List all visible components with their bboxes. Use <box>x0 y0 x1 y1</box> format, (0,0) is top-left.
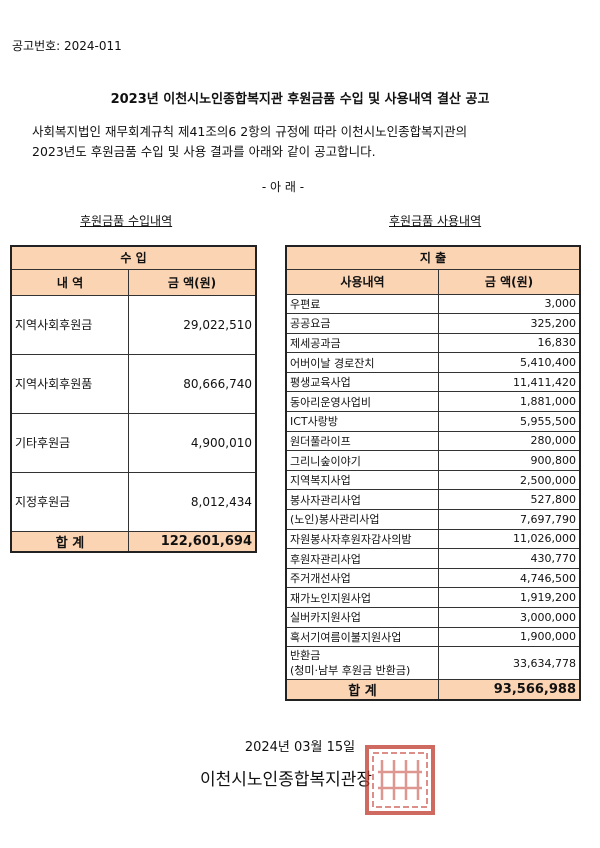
item-cell: ICT사랑방 <box>285 411 439 432</box>
amount-cell: 80,666,740 <box>128 353 257 414</box>
signatory: 이천시노인종합복지관장 <box>200 770 373 790</box>
table-row: 반환금 (청미·남부 후원금 반환금) 33,634,778 <box>285 646 581 681</box>
amount-cell: 1,900,000 <box>438 626 581 648</box>
amount-cell: 1,919,200 <box>438 587 581 608</box>
expense-col-amount: 금 액(원) <box>438 268 581 295</box>
table-row: 자원봉사자후원자감사의밤 11,026,000 <box>285 528 581 550</box>
amount-cell: 4,746,500 <box>438 567 581 589</box>
intro-line-1: 사회복지법인 재무회계규칙 제41조의6 2항의 규정에 따라 이천시노인종합복… <box>32 124 468 139</box>
total-label: 합 계 <box>285 679 439 701</box>
income-caption: 후원금품 수입내역 <box>80 214 173 228</box>
income-col-item: 내 역 <box>10 268 129 296</box>
amount-cell: 1,881,000 <box>438 391 581 413</box>
amount-cell: 280,000 <box>438 430 581 452</box>
item-cell: 봉사자관리사업 <box>285 489 439 511</box>
total-row: 합 계 122,601,694 <box>10 530 257 552</box>
table-row: 우편료 3,000 <box>285 293 581 315</box>
table-row: 공공요금 325,200 <box>285 313 581 334</box>
item-cell: 지역사회후원품 <box>10 353 129 414</box>
amount-cell: 7,697,790 <box>438 509 581 530</box>
item-cell: 후원자관리사업 <box>285 548 439 569</box>
income-header: 수 입 <box>10 245 257 270</box>
amount-cell: 900,800 <box>438 450 581 471</box>
expense-col-item: 사용내역 <box>285 268 439 295</box>
refund-item-line2: (청미·남부 후원금 반환금) <box>290 664 411 678</box>
item-cell: 원더풀라이프 <box>285 430 439 452</box>
item-cell: 공공요금 <box>285 313 439 334</box>
refund-item-line1: 반환금 <box>290 649 321 663</box>
table-row: 지역사회후원금 29,022,510 <box>10 294 257 355</box>
official-seal-icon <box>365 745 435 815</box>
amount-cell: 325,200 <box>438 313 581 334</box>
total-row: 합 계 93,566,988 <box>285 679 581 701</box>
document-title: 2023년 이천시노인종합복지관 후원금품 수입 및 사용내역 결산 공고 <box>110 92 490 107</box>
amount-cell: 11,026,000 <box>438 528 581 550</box>
table-row: 그리니숲이야기 900,800 <box>285 450 581 471</box>
amount-cell: 4,900,010 <box>128 412 257 473</box>
table-row: 혹서기여름이불지원사업 1,900,000 <box>285 626 581 648</box>
item-cell: 반환금 (청미·남부 후원금 반환금) <box>285 646 439 681</box>
amount-cell: 2,500,000 <box>438 469 581 491</box>
notice-number: 공고번호: 2024-011 <box>12 39 122 53</box>
item-cell: 자원봉사자후원자감사의밤 <box>285 528 439 550</box>
item-cell: 동아리운영사업비 <box>285 391 439 413</box>
table-row: 동아리운영사업비 1,881,000 <box>285 391 581 413</box>
table-row: 어버이날 경로잔치 5,410,400 <box>285 352 581 373</box>
table-row: 재가노인지원사업 1,919,200 <box>285 587 581 608</box>
item-cell: 지역사회후원금 <box>10 294 129 355</box>
amount-cell: 527,800 <box>438 489 581 511</box>
item-cell: 혹서기여름이불지원사업 <box>285 626 439 648</box>
table-row: 지역사회후원품 80,666,740 <box>10 353 257 414</box>
expense-caption: 후원금품 사용내역 <box>389 214 482 228</box>
item-cell: 우편료 <box>285 293 439 315</box>
amount-cell: 3,000,000 <box>438 607 581 628</box>
table-row: 봉사자관리사업 527,800 <box>285 489 581 511</box>
amount-cell: 3,000 <box>438 293 581 315</box>
amount-cell: 8,012,434 <box>128 471 257 532</box>
table-row: 평생교육사업 11,411,420 <box>285 371 581 393</box>
expense-table: 지 출 사용내역 금 액(원) 우편료 3,000 공공요금 325,200 제세공과금 1… <box>285 245 581 702</box>
item-cell: (노인)봉사관리사업 <box>285 509 439 530</box>
item-cell: 평생교육사업 <box>285 371 439 393</box>
item-cell: 기타후원금 <box>10 412 129 473</box>
amount-cell: 29,022,510 <box>128 294 257 355</box>
income-col-amount: 금 액(원) <box>128 268 257 296</box>
table-row: 주거개선사업 4,746,500 <box>285 567 581 589</box>
table-row: ICT사랑방 5,955,500 <box>285 411 581 432</box>
below-label: - 아 래 - <box>261 180 305 194</box>
item-cell: 주거개선사업 <box>285 567 439 589</box>
table-row: 제세공과금 16,830 <box>285 332 581 354</box>
table-row: 기타후원금 4,900,010 <box>10 412 257 473</box>
intro-line-2: 2023년도 후원금품 수입 및 사용 결과를 아래와 같이 공고합니다. <box>32 144 376 159</box>
amount-cell: 5,410,400 <box>438 352 581 373</box>
item-cell: 그리니숲이야기 <box>285 450 439 471</box>
total-amount: 93,566,988 <box>438 679 581 701</box>
table-row: 지정후원금 8,012,434 <box>10 471 257 532</box>
amount-cell: 5,955,500 <box>438 411 581 432</box>
amount-cell: 11,411,420 <box>438 371 581 393</box>
table-row: 후원자관리사업 430,770 <box>285 548 581 569</box>
table-row: 지역복지사업 2,500,000 <box>285 469 581 491</box>
amount-cell: 16,830 <box>438 332 581 354</box>
date: 2024년 03월 15일 <box>244 740 356 755</box>
expense-header: 지 출 <box>285 245 581 270</box>
item-cell: 어버이날 경로잔치 <box>285 352 439 373</box>
item-cell: 지정후원금 <box>10 471 129 532</box>
total-amount: 122,601,694 <box>128 530 257 552</box>
table-row: 실버카지원사업 3,000,000 <box>285 607 581 628</box>
table-row: (노인)봉사관리사업 7,697,790 <box>285 509 581 530</box>
total-label: 합 계 <box>10 530 129 552</box>
table-row: 원더풀라이프 280,000 <box>285 430 581 452</box>
item-cell: 지역복지사업 <box>285 469 439 491</box>
amount-cell: 430,770 <box>438 548 581 569</box>
item-cell: 제세공과금 <box>285 332 439 354</box>
item-cell: 실버카지원사업 <box>285 607 439 628</box>
item-cell: 재가노인지원사업 <box>285 587 439 608</box>
amount-cell: 33,634,778 <box>438 646 581 681</box>
